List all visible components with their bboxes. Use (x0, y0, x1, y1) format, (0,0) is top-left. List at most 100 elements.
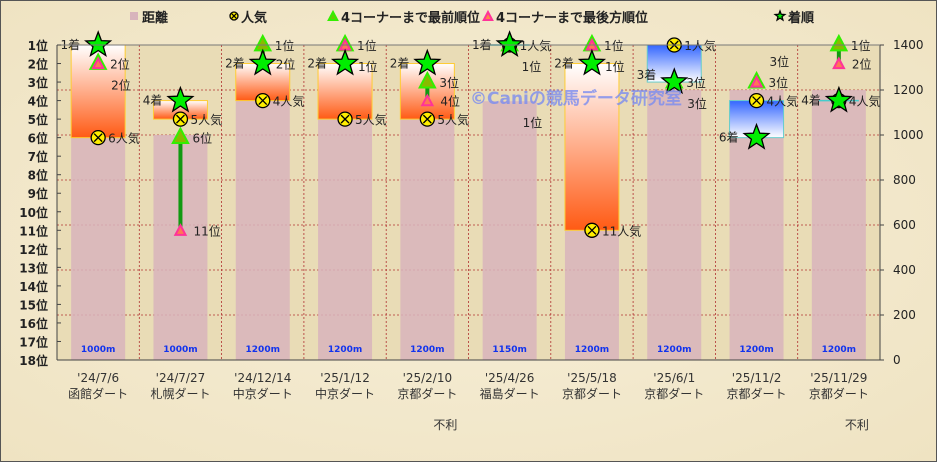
rear-position-label: 3位 (770, 54, 790, 69)
y-left-tick-label: 1位 (28, 38, 48, 53)
distance-label: 1000m (163, 345, 197, 355)
rear-position-label: 1位 (358, 59, 378, 74)
popularity-marker-cross (258, 96, 268, 106)
legend-popularity-icon-cross (231, 13, 237, 19)
distance-bar (482, 101, 537, 360)
y-right-tick-label: 600 (893, 218, 916, 232)
popularity-label: 6人気 (108, 131, 140, 146)
note-label: 不利 (433, 418, 457, 432)
front-position-label: 3位 (439, 75, 459, 90)
y-left-tick-label: 16位 (19, 316, 48, 331)
y-left-tick-label: 10位 (19, 205, 48, 220)
legend-rear-icon (482, 9, 494, 21)
popularity-label: 4人気 (767, 94, 799, 109)
rear-position-marker (832, 56, 846, 70)
y-right-tick-label: 800 (893, 173, 916, 187)
y-left-tick-label: 3位 (28, 75, 48, 90)
y-right-tick-label: 0 (893, 353, 901, 367)
finish-marker (330, 48, 360, 76)
rear-position-marker (91, 56, 105, 70)
rear-position-label: 2位 (276, 57, 296, 72)
x-tick-date: '25/5/18 (567, 371, 617, 385)
note-label: 不利 (845, 418, 869, 432)
x-tick-course: 福島ダート (480, 386, 540, 401)
popularity-marker-cross (93, 133, 103, 143)
front-position-marker (171, 126, 190, 145)
y-left-tick-label: 4位 (28, 94, 48, 109)
popularity-marker-cross (176, 114, 185, 124)
y-left-tick-label: 18位 (19, 353, 48, 368)
legend-finish-icon (773, 9, 787, 22)
finish-marker (742, 122, 771, 150)
x-tick-course: 中京ダート (315, 386, 375, 401)
rear-position-marker (749, 74, 764, 88)
distance-label: 1200m (328, 345, 362, 355)
y-left-tick-label: 14位 (19, 279, 48, 294)
front-position-marker (418, 70, 437, 89)
distance-label: 1150m (492, 345, 526, 355)
popularity-label: 4人気 (273, 94, 305, 109)
y-right-tick-label: 1200 (893, 83, 924, 97)
y-left-tick-label: 2位 (28, 57, 48, 72)
front-position-label: 3位 (769, 75, 789, 90)
y-left-tick-label: 13位 (19, 260, 48, 275)
legend-item-4: 着順 (787, 10, 815, 26)
finish-marker (577, 48, 607, 76)
x-tick-course: 中京ダート (233, 386, 293, 401)
popularity-marker-cross (752, 96, 761, 106)
popularity-label: 5人気 (190, 112, 222, 127)
x-tick-course: 札幌ダート (150, 386, 210, 401)
x-tick-date: '24/7/27 (156, 371, 206, 385)
x-tick-course: 京都ダート (562, 386, 622, 401)
legend-item-1: 人気 (241, 10, 267, 26)
y-right-tick-label: 1000 (893, 128, 924, 142)
finish-label: 3着 (637, 67, 657, 82)
finish-marker (166, 85, 195, 113)
finish-label: 4着 (801, 93, 821, 108)
distance-bar (400, 90, 455, 360)
popularity-marker-cross (340, 114, 350, 124)
y-left-tick-label: 12位 (19, 242, 48, 257)
distance-label: 1200m (410, 345, 444, 355)
legend-item-0: 距離 (142, 10, 168, 26)
rear-position-marker (420, 93, 435, 107)
distance-bar (235, 90, 290, 360)
y-left-tick-label: 6位 (28, 131, 48, 146)
rear-position-label: 4位 (440, 94, 460, 109)
popularity-label: 4人気 (849, 94, 881, 109)
y-right-tick-label: 400 (893, 263, 916, 277)
front-position-marker (829, 33, 849, 52)
distance-bar (647, 90, 702, 360)
y-right-tick-label: 200 (893, 308, 916, 322)
y-left-tick-label: 8位 (28, 168, 48, 183)
popularity-label: 5人気 (355, 112, 387, 127)
popularity-label: 5人気 (437, 112, 469, 127)
finish-label: 2着 (390, 56, 410, 71)
finish-marker (495, 30, 524, 58)
x-tick-course: 京都ダート (644, 386, 704, 401)
distance-label: 1200m (246, 345, 280, 355)
distance-bar (811, 90, 866, 360)
legend-item-2: 4コーナーまで最前順位 (341, 10, 480, 26)
x-tick-date: '24/7/6 (77, 371, 119, 385)
distance-label: 1200m (657, 345, 691, 355)
distance-label: 1200m (739, 345, 773, 355)
finish-marker (413, 48, 442, 76)
finish-label: 2着 (554, 56, 574, 71)
popularity-label: 11人気 (602, 223, 641, 238)
y-left-tick-label: 11位 (19, 223, 48, 238)
legend-front-icon (327, 9, 339, 21)
x-tick-course: 京都ダート (727, 386, 787, 401)
x-tick-date: '25/6/1 (653, 371, 695, 385)
axes: '24/7/6函館ダート'24/7/27札幌ダート'24/12/14中京ダート'… (19, 38, 923, 432)
outperform-box (317, 63, 373, 120)
legend-distance-swatch (130, 12, 138, 20)
x-tick-date: '25/11/2 (732, 371, 782, 385)
rear-position-label: 11位 (193, 223, 220, 238)
x-tick-date: '25/1/12 (320, 371, 370, 385)
popularity-marker-cross (587, 225, 597, 235)
finish-label: 2着 (307, 56, 327, 71)
finish-marker (248, 48, 277, 76)
